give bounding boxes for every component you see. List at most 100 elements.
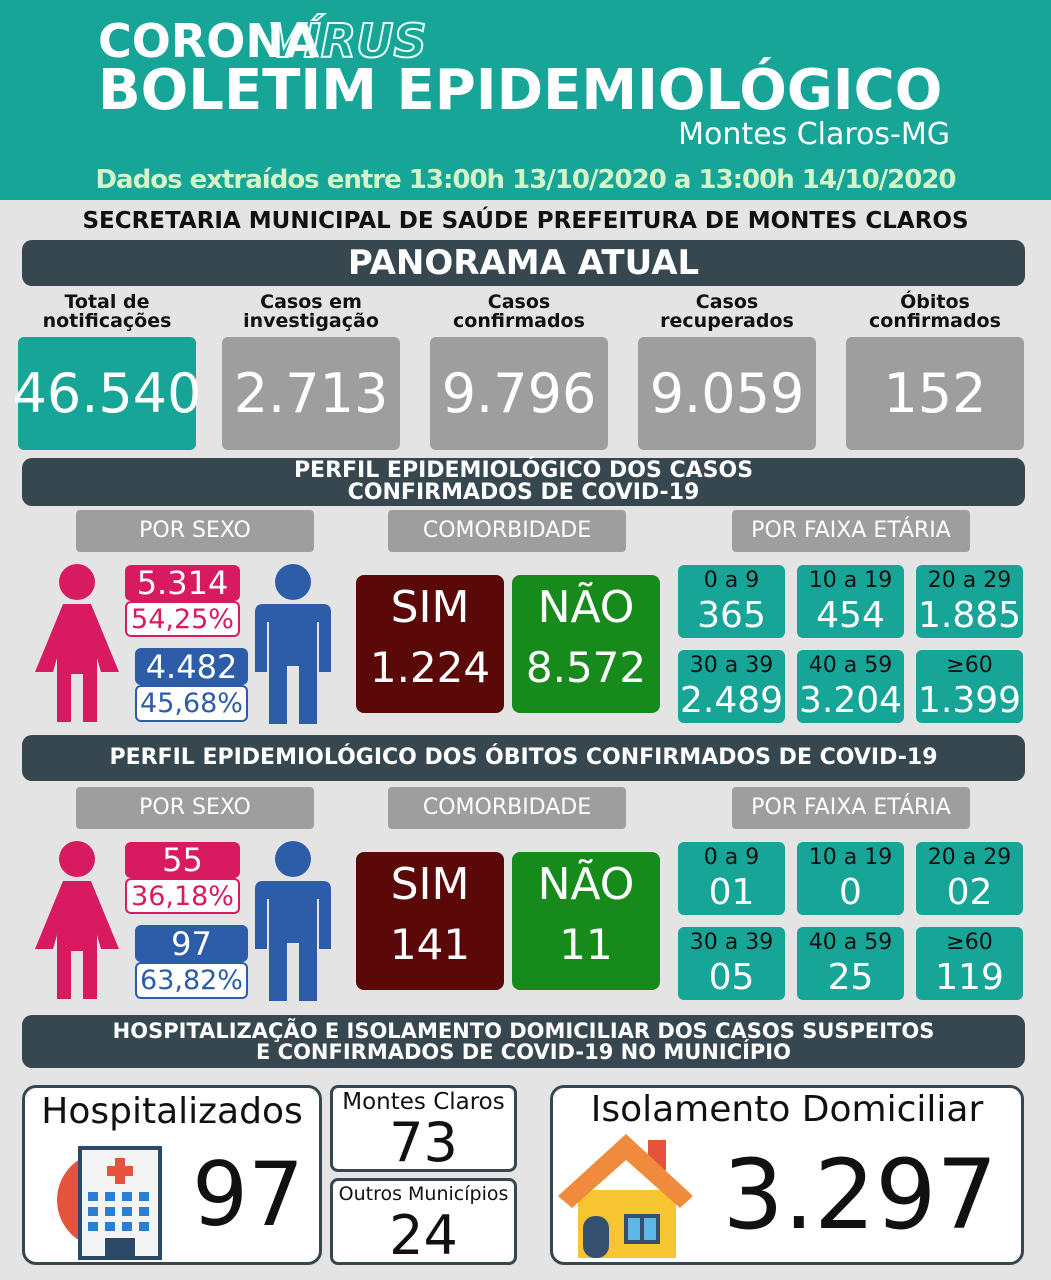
card-value: 46.540 — [13, 337, 201, 450]
age-range: 40 a 59 — [808, 930, 893, 955]
age-range: 20 a 29 — [927, 845, 1012, 870]
source: SECRETARIA MUNICIPAL DE SAÚDE PREFEITURA… — [82, 207, 969, 234]
female-icon — [35, 562, 119, 726]
male-count: 97 — [135, 925, 248, 962]
subheader: POR SEXO — [76, 787, 314, 829]
house-icon — [558, 1130, 693, 1260]
isolation-value: 3.297 — [722, 1139, 998, 1251]
age-box — [797, 927, 904, 1000]
hospital-icon — [55, 1138, 165, 1263]
card-label: Casos recuperados — [660, 291, 794, 332]
hospitalized-label: Hospitalizados — [41, 1091, 303, 1132]
other-panel — [330, 1178, 517, 1265]
card-value: 9.796 — [430, 337, 608, 450]
title-corona: CORONA — [98, 14, 320, 68]
age-value: 02 — [946, 872, 993, 913]
male-icon-svg — [255, 564, 331, 724]
age-range: ≥60 — [946, 930, 993, 955]
age-value: 1.399 — [917, 680, 1022, 721]
age-box — [916, 650, 1023, 723]
female-count: 5.314 — [125, 565, 240, 601]
age-range: ≥60 — [946, 653, 993, 678]
hospitalized-value: 97 — [192, 1143, 304, 1246]
comorbidity-label: SIM — [390, 582, 470, 633]
age-box — [797, 650, 904, 723]
female-count: 55 — [125, 842, 240, 878]
subheader: COMORBIDADE — [388, 510, 626, 552]
subheader: POR FAIXA ETÁRIA — [732, 787, 970, 829]
other-label: Outros Municípios — [338, 1182, 509, 1205]
comorbidity-box — [512, 852, 660, 990]
title-virus: VÍRUS — [267, 14, 428, 68]
house-icon-svg — [558, 1134, 693, 1258]
age-value: 1.885 — [917, 595, 1022, 636]
comorbidity-box — [356, 852, 504, 990]
age-box — [797, 565, 904, 638]
age-box — [678, 927, 785, 1000]
age-box — [797, 842, 904, 915]
age-range: 30 a 39 — [689, 653, 774, 678]
age-value: 119 — [935, 957, 1004, 998]
age-value: 25 — [827, 957, 874, 998]
isolation-label: Isolamento Domiciliar — [590, 1089, 984, 1130]
comorbidity-value: 8.572 — [525, 643, 647, 692]
card-label: Óbitos confirmados — [869, 291, 1001, 332]
female-percent: 36,18% — [125, 878, 240, 914]
card-label: Casos em investigação — [243, 291, 379, 332]
age-range: 0 a 9 — [703, 845, 760, 870]
age-value: 454 — [816, 595, 885, 636]
age-box — [916, 842, 1023, 915]
age-value: 05 — [708, 957, 755, 998]
local-value: 73 — [389, 1111, 458, 1174]
section-title: HOSPITALIZAÇÃO E ISOLAMENTO DOMICILIAR D… — [22, 1015, 1025, 1068]
age-box — [916, 565, 1023, 638]
other-value: 24 — [389, 1204, 458, 1267]
subheader: POR FAIXA ETÁRIA — [732, 510, 970, 552]
card-label: Total de notificações — [42, 291, 172, 332]
male-percent: 63,82% — [135, 962, 248, 999]
local-label: Montes Claros — [342, 1088, 505, 1115]
subheader: POR SEXO — [76, 510, 314, 552]
age-range: 20 a 29 — [927, 568, 1012, 593]
male-icon-svg — [255, 841, 331, 1001]
age-value: 2.489 — [679, 680, 784, 721]
comorbidity-value: 11 — [559, 920, 613, 969]
age-range: 10 a 19 — [808, 845, 893, 870]
header-bg — [0, 0, 1051, 200]
comorbidity-box — [512, 575, 660, 713]
location: Montes Claros-MG — [678, 117, 950, 152]
card-value: 9.059 — [638, 337, 816, 450]
female-icon-svg — [35, 841, 119, 999]
male-count: 4.482 — [135, 648, 248, 685]
age-value: 365 — [697, 595, 766, 636]
card-value: 2.713 — [222, 337, 400, 450]
age-box — [678, 650, 785, 723]
panorama-title: PANORAMA ATUAL — [22, 240, 1025, 286]
subheader: COMORBIDADE — [388, 787, 626, 829]
female-icon — [35, 839, 119, 1003]
age-value: 0 — [839, 872, 862, 913]
comorbidity-value: 1.224 — [369, 643, 491, 692]
section-title: PERFIL EPIDEMIOLÓGICO DOS CASOS CONFIRMA… — [22, 458, 1025, 506]
age-range: 40 a 59 — [808, 653, 893, 678]
comorbidity-box — [356, 575, 504, 713]
comorbidity-label: NÃO — [537, 582, 635, 633]
age-range: 30 a 39 — [689, 930, 774, 955]
male-icon — [255, 839, 331, 1003]
card-label: Casos confirmados — [453, 291, 585, 332]
female-percent: 54,25% — [125, 601, 240, 637]
card-value: 152 — [846, 337, 1024, 450]
age-range: 10 a 19 — [808, 568, 893, 593]
age-box — [678, 842, 785, 915]
age-box — [916, 927, 1023, 1000]
age-value: 3.204 — [798, 680, 903, 721]
age-range: 0 a 9 — [703, 568, 760, 593]
age-box — [678, 565, 785, 638]
male-percent: 45,68% — [135, 685, 248, 722]
male-icon — [255, 562, 331, 726]
female-icon-svg — [35, 564, 119, 722]
comorbidity-label: NÃO — [537, 859, 635, 910]
title: BOLETIM EPIDEMIOLÓGICO — [98, 58, 943, 123]
comorbidity-label: SIM — [390, 859, 470, 910]
